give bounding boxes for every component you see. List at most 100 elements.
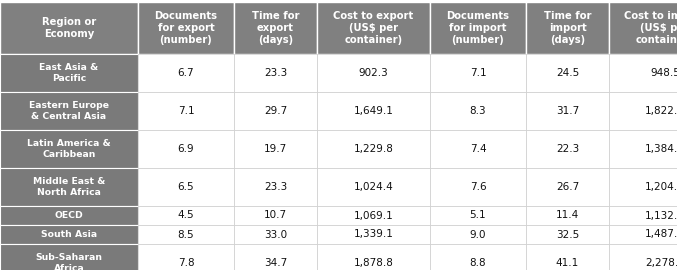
Bar — [609, 206, 677, 225]
Text: Documents
for export
(number): Documents for export (number) — [154, 11, 217, 45]
Text: Middle East &
North Africa: Middle East & North Africa — [32, 177, 105, 197]
Bar — [234, 54, 317, 92]
Text: 1,229.8: 1,229.8 — [353, 144, 393, 154]
Bar — [526, 244, 609, 270]
Bar — [317, 54, 430, 92]
Bar — [0, 206, 138, 225]
Bar — [317, 130, 430, 168]
Text: 1,822.2: 1,822.2 — [645, 106, 677, 116]
Text: Latin America &
Caribbean: Latin America & Caribbean — [27, 139, 111, 159]
Bar — [430, 206, 526, 225]
Text: 8.5: 8.5 — [177, 230, 194, 239]
Bar — [234, 2, 317, 54]
Text: 19.7: 19.7 — [264, 144, 287, 154]
Bar — [138, 2, 234, 54]
Text: 23.3: 23.3 — [264, 68, 287, 78]
Bar — [609, 54, 677, 92]
Bar — [609, 130, 677, 168]
Text: Region or
Economy: Region or Economy — [42, 17, 96, 39]
Bar — [0, 2, 138, 54]
Text: Documents
for import
(number): Documents for import (number) — [447, 11, 510, 45]
Text: Eastern Europe
& Central Asia: Eastern Europe & Central Asia — [29, 101, 109, 121]
Text: 10.7: 10.7 — [264, 211, 287, 221]
Bar — [526, 168, 609, 206]
Bar — [430, 130, 526, 168]
Text: 902.3: 902.3 — [359, 68, 389, 78]
Text: 7.1: 7.1 — [177, 106, 194, 116]
Bar — [138, 92, 234, 130]
Text: 29.7: 29.7 — [264, 106, 287, 116]
Text: 1,878.8: 1,878.8 — [353, 258, 393, 268]
Text: 24.5: 24.5 — [556, 68, 579, 78]
Bar — [526, 225, 609, 244]
Text: 31.7: 31.7 — [556, 106, 579, 116]
Bar — [138, 54, 234, 92]
Bar — [526, 130, 609, 168]
Bar — [234, 168, 317, 206]
Bar — [138, 225, 234, 244]
Bar — [317, 225, 430, 244]
Bar — [430, 92, 526, 130]
Bar — [526, 54, 609, 92]
Text: Sub-Saharan
Africa: Sub-Saharan Africa — [35, 253, 102, 270]
Text: 23.3: 23.3 — [264, 182, 287, 192]
Text: 26.7: 26.7 — [556, 182, 579, 192]
Text: 8.8: 8.8 — [470, 258, 486, 268]
Text: 6.7: 6.7 — [177, 68, 194, 78]
Bar — [430, 168, 526, 206]
Bar — [430, 54, 526, 92]
Bar — [138, 130, 234, 168]
Bar — [317, 92, 430, 130]
Bar — [234, 225, 317, 244]
Bar — [430, 244, 526, 270]
Text: 34.7: 34.7 — [264, 258, 287, 268]
Bar — [317, 168, 430, 206]
Text: South Asia: South Asia — [41, 230, 97, 239]
Bar — [234, 244, 317, 270]
Text: Cost to import
(US$ per
container): Cost to import (US$ per container) — [624, 11, 677, 45]
Bar — [234, 130, 317, 168]
Text: 1,024.4: 1,024.4 — [353, 182, 393, 192]
Text: 1,384.3: 1,384.3 — [645, 144, 677, 154]
Text: 6.9: 6.9 — [177, 144, 194, 154]
Text: 1,069.1: 1,069.1 — [353, 211, 393, 221]
Bar — [609, 2, 677, 54]
Text: 1,487.3: 1,487.3 — [645, 230, 677, 239]
Bar — [0, 168, 138, 206]
Text: 9.0: 9.0 — [470, 230, 486, 239]
Bar — [609, 168, 677, 206]
Bar — [317, 206, 430, 225]
Text: 32.5: 32.5 — [556, 230, 579, 239]
Bar — [234, 206, 317, 225]
Text: 6.5: 6.5 — [177, 182, 194, 192]
Text: 1,339.1: 1,339.1 — [353, 230, 393, 239]
Bar — [138, 168, 234, 206]
Bar — [0, 92, 138, 130]
Text: 7.8: 7.8 — [177, 258, 194, 268]
Text: 5.1: 5.1 — [470, 211, 486, 221]
Bar — [526, 2, 609, 54]
Text: 1,204.8: 1,204.8 — [645, 182, 677, 192]
Text: 1,132.7: 1,132.7 — [645, 211, 677, 221]
Bar — [138, 206, 234, 225]
Bar — [609, 92, 677, 130]
Text: 11.4: 11.4 — [556, 211, 579, 221]
Bar — [609, 225, 677, 244]
Text: Time for
export
(days): Time for export (days) — [252, 11, 299, 45]
Text: 2,278.7: 2,278.7 — [645, 258, 677, 268]
Bar — [234, 92, 317, 130]
Text: 7.1: 7.1 — [470, 68, 486, 78]
Text: 7.4: 7.4 — [470, 144, 486, 154]
Bar — [526, 206, 609, 225]
Bar — [317, 2, 430, 54]
Bar — [526, 92, 609, 130]
Bar — [609, 244, 677, 270]
Bar — [430, 225, 526, 244]
Text: 41.1: 41.1 — [556, 258, 579, 268]
Text: Cost to export
(US$ per
container): Cost to export (US$ per container) — [333, 11, 414, 45]
Text: 1,649.1: 1,649.1 — [353, 106, 393, 116]
Text: East Asia &
Pacific: East Asia & Pacific — [39, 63, 99, 83]
Text: 22.3: 22.3 — [556, 144, 579, 154]
Bar — [430, 2, 526, 54]
Text: 948.5: 948.5 — [650, 68, 677, 78]
